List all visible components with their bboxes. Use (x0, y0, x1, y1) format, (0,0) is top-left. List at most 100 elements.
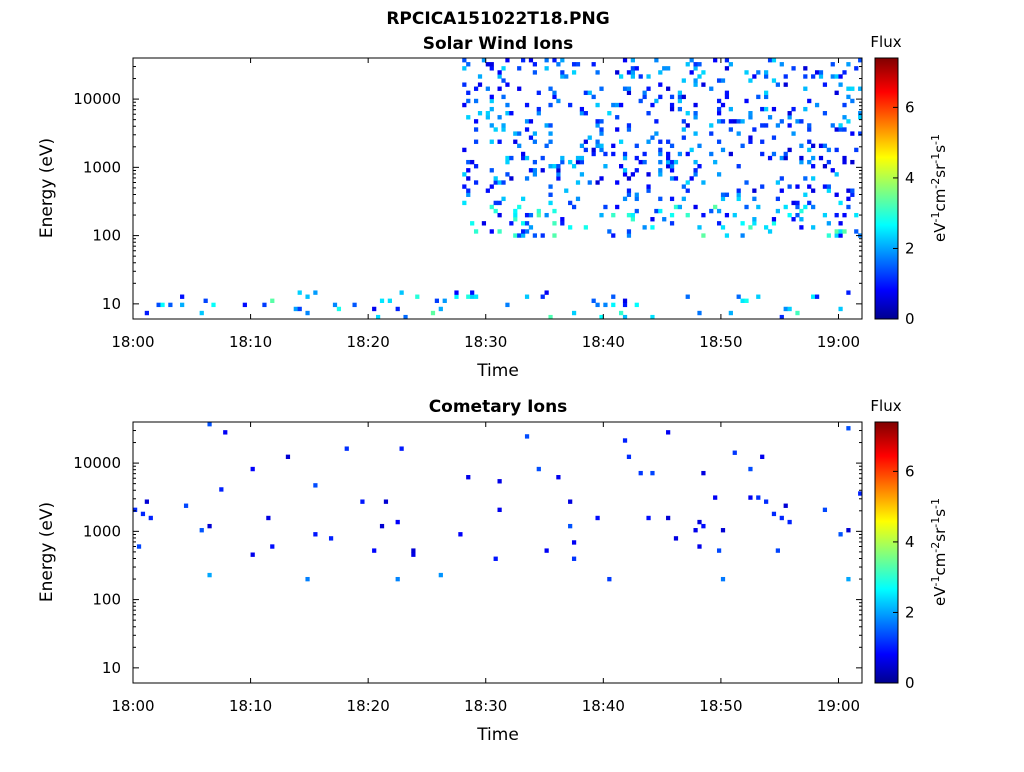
heatmap-cell (685, 180, 690, 185)
heatmap-cell (803, 176, 808, 181)
heatmap-cell (740, 143, 745, 149)
heatmap-cell (615, 180, 620, 185)
heatmap-cell (666, 155, 671, 161)
heatmap-cell (611, 233, 616, 238)
heatmap-cell (497, 507, 502, 513)
heatmap-cell (293, 306, 298, 312)
heatmap-cell (462, 184, 467, 189)
heatmap-cell (822, 111, 828, 116)
heatmap-cell (626, 233, 632, 238)
heatmap-cell (497, 70, 502, 75)
heatmap-cell (485, 188, 490, 193)
heatmap-cell (599, 212, 604, 218)
heatmap-cell (752, 221, 757, 226)
heatmap-cell (673, 204, 679, 210)
heatmap-cell (822, 507, 828, 513)
heatmap-cell (716, 221, 722, 226)
heatmap-cell (297, 306, 302, 312)
heatmap-cell (767, 58, 773, 63)
heatmap-cell (720, 192, 726, 197)
heatmap-cell (560, 217, 565, 222)
heatmap-cell (677, 151, 683, 157)
heatmap-cell (489, 94, 494, 100)
heatmap-cell (830, 62, 835, 67)
heatmap-cell (473, 294, 479, 299)
heatmap-cell (842, 212, 847, 218)
heatmap-cell (858, 58, 863, 63)
heatmap-cell (669, 143, 675, 149)
heatmap-cell (720, 147, 726, 153)
heatmap-cell (493, 200, 498, 206)
heatmap-cell (305, 294, 310, 299)
heatmap-cell (485, 86, 490, 91)
heatmap-cell (548, 314, 553, 320)
heatmap-cell (638, 470, 643, 476)
heatmap-cell (489, 123, 494, 128)
heatmap-cell (811, 164, 816, 169)
heatmap-cell (697, 164, 702, 169)
heatmap-cell (603, 151, 608, 157)
heatmap-cell (736, 164, 741, 169)
heatmap-cell (493, 176, 498, 181)
heatmap-cell (728, 119, 733, 124)
heatmap-cell (595, 139, 600, 144)
heatmap-cell (709, 131, 714, 136)
heatmap-cell (505, 302, 510, 308)
heatmap-cell (693, 66, 698, 71)
heatmap-cell (470, 221, 475, 226)
heatmap-cell (571, 62, 577, 67)
heatmap-cell (834, 212, 839, 218)
heatmap-cell (489, 98, 494, 104)
heatmap-cell (466, 115, 471, 120)
heatmap-cell (524, 212, 530, 218)
heatmap-cell (489, 168, 494, 173)
heatmap-cell (764, 94, 769, 100)
heatmap-cell (180, 302, 185, 308)
heatmap-cell (752, 188, 757, 193)
heatmap-cell (713, 495, 718, 500)
heatmap-cell (834, 147, 839, 153)
heatmap-cell (744, 180, 749, 185)
heatmap-cell (677, 106, 683, 112)
heatmap-cell (783, 155, 788, 161)
heatmap-cells (133, 422, 863, 582)
heatmap-cell (791, 106, 796, 112)
x-axis: 18:00 18:10 18:20 18:30 18:40 18:50 19:00 (111, 58, 860, 351)
heatmap-cell (611, 302, 616, 308)
x-tick-label: 18:00 (111, 333, 154, 351)
heatmap-cell (756, 94, 761, 100)
heatmap-cell (575, 62, 581, 67)
heatmap-cell (740, 233, 745, 238)
heatmap-cell (328, 536, 334, 541)
heatmap-cell (830, 74, 835, 79)
heatmap-cell (787, 123, 792, 128)
heatmap-cell (709, 86, 714, 91)
heatmap-cell (795, 310, 800, 316)
heatmap-cell (583, 139, 588, 144)
heatmap-cell (846, 94, 851, 100)
heatmap-cell (681, 94, 686, 100)
heatmap-cell (658, 196, 663, 202)
heatmap-cell (771, 58, 777, 63)
heatmap-cell (466, 98, 471, 104)
heatmap-cell (807, 127, 812, 132)
heatmap-cell (481, 58, 487, 63)
heatmap-cell (838, 229, 843, 234)
heatmap-cell (548, 131, 553, 136)
heatmap-cell (505, 172, 510, 177)
heatmap-cell (477, 82, 483, 87)
heatmap-cell (736, 196, 741, 202)
heatmap-cell (752, 74, 757, 79)
heatmap-cell (701, 523, 706, 529)
heatmap-cell (791, 200, 796, 206)
heatmap-cell (532, 131, 537, 136)
heatmap-cell (599, 176, 604, 181)
colorbar-tick-label: 6 (905, 462, 915, 480)
heatmap-cell (650, 217, 655, 222)
heatmap-cell (764, 106, 769, 112)
heatmap-cell (646, 515, 651, 521)
heatmap-cell (560, 74, 565, 79)
heatmap-cell (513, 212, 518, 218)
heatmap-cell (642, 90, 647, 96)
heatmap-cell (587, 180, 592, 185)
